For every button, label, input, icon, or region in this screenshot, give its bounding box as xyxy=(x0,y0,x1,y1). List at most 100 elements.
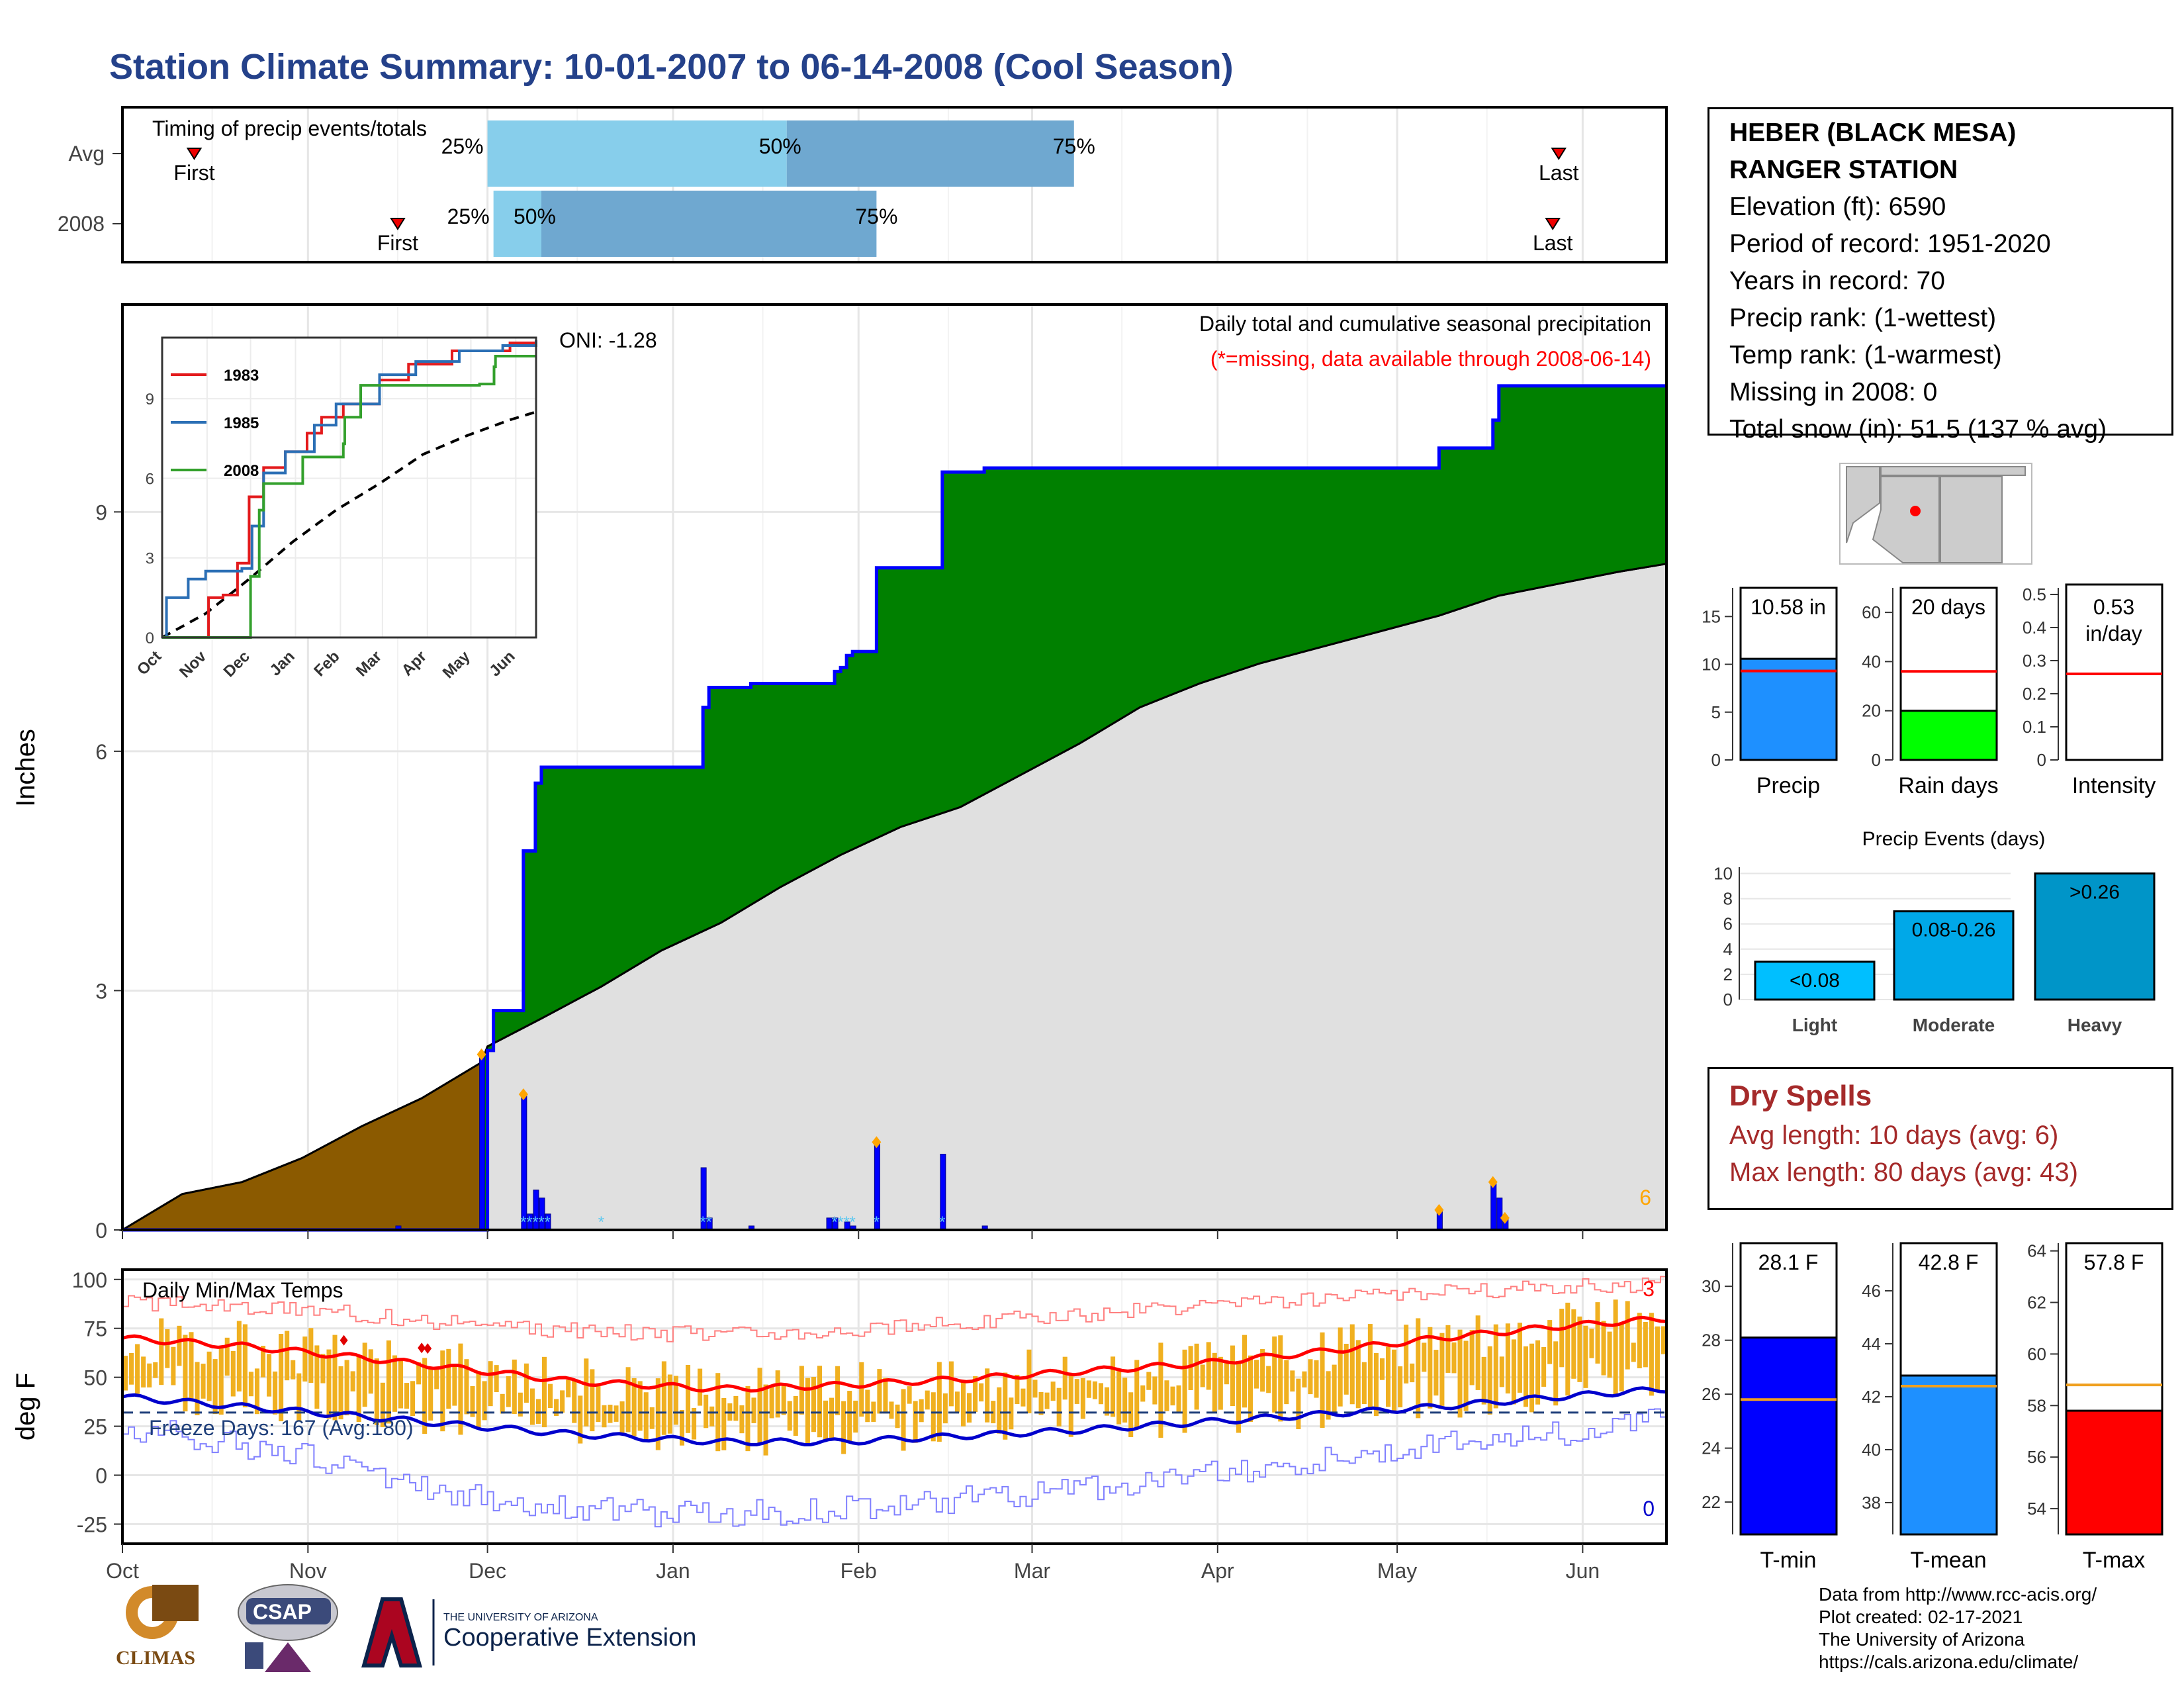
temp-y-tick-label: 75 xyxy=(83,1317,107,1341)
footer-line-university: The University of Arizona xyxy=(1819,1629,2025,1650)
precip-y-axis-label: Inches xyxy=(11,729,40,807)
temp-daily-bar xyxy=(1290,1370,1295,1392)
summary-value-label: 0.53 xyxy=(2093,595,2134,619)
temp-daily-bar xyxy=(1062,1356,1068,1400)
temp-y-tick-label: 0 xyxy=(95,1464,107,1488)
temp-daily-bar xyxy=(434,1370,439,1389)
temp-daily-bar xyxy=(1637,1313,1642,1369)
temp-daily-bar xyxy=(733,1395,739,1421)
temp-daily-bar xyxy=(847,1391,852,1442)
events-x-label: Light xyxy=(1792,1015,1837,1035)
precip-snow-diamond xyxy=(872,1136,882,1149)
temp-daily-bar xyxy=(374,1358,379,1425)
temp-daily-bar xyxy=(1248,1355,1253,1422)
temp-daily-bar xyxy=(326,1349,332,1419)
temp-daily-bar xyxy=(308,1328,314,1383)
temp-avg-max-line xyxy=(122,1315,1667,1393)
temp-daily-bar xyxy=(380,1382,385,1427)
temp-daily-bar xyxy=(936,1362,942,1442)
temp-daily-bar xyxy=(1338,1327,1343,1407)
temp-daily-bar xyxy=(1487,1346,1492,1415)
map-region-arizona xyxy=(1872,476,1940,563)
station-name-line1: HEBER (BLACK MESA) xyxy=(1729,118,2017,147)
temp-daily-bar xyxy=(1517,1323,1522,1393)
temp-daily-bar xyxy=(1493,1324,1498,1409)
temp-daily-bar xyxy=(649,1407,655,1429)
temp-daily-bar xyxy=(661,1361,666,1435)
summary-y-tick-label: 60 xyxy=(1862,602,1881,622)
summary-y-tick-label: 40 xyxy=(1862,651,1881,671)
timing-bar-50-75 xyxy=(786,120,1074,187)
temp-daily-bar xyxy=(1463,1340,1469,1411)
summary-y-tick-label: 42 xyxy=(1862,1387,1881,1407)
temp-daily-bar xyxy=(931,1392,936,1442)
temp-daily-bar xyxy=(883,1378,888,1414)
temp-daily-bar xyxy=(631,1378,637,1436)
precip-snow-marker: * xyxy=(544,1213,550,1231)
temp-daily-bar xyxy=(1284,1360,1289,1405)
temp-daily-bar xyxy=(183,1335,188,1412)
precip-snow-marker: * xyxy=(532,1213,538,1231)
temp-daily-bar xyxy=(470,1385,475,1417)
precip-snow-marker: * xyxy=(831,1213,837,1231)
summary-y-tick-label: 15 xyxy=(1702,606,1721,626)
temp-daily-bar xyxy=(1583,1325,1588,1388)
timing-bar-25-50 xyxy=(487,120,787,187)
inset-y-tick-label: 9 xyxy=(146,391,154,408)
temp-daily-bar xyxy=(619,1401,625,1435)
events-y-tick-label: 6 xyxy=(1723,914,1733,934)
arizona-location-map xyxy=(1839,463,2032,565)
temp-daily-bar xyxy=(195,1362,200,1415)
temp-daily-bar xyxy=(1038,1391,1044,1415)
temp-daily-bar xyxy=(1361,1362,1367,1405)
timing-frame xyxy=(121,106,1668,263)
temp-daily-bar xyxy=(1649,1313,1654,1396)
temp-daily-bar xyxy=(913,1401,918,1443)
summary-value-label: 57.8 F xyxy=(2084,1250,2144,1274)
temp-daily-bar xyxy=(518,1392,523,1417)
inset-climatology-line xyxy=(161,410,537,639)
summary-y-tick-label: 22 xyxy=(1702,1492,1721,1512)
temp-daily-bar xyxy=(1200,1364,1205,1387)
temp-daily-bar xyxy=(1068,1374,1073,1437)
temp-record-low-line xyxy=(122,1408,1667,1528)
summary-bar-label: Precip xyxy=(1756,773,1820,798)
temp-daily-bar xyxy=(1009,1397,1014,1430)
temp-y-tick-label: 100 xyxy=(72,1268,107,1292)
summary-y-tick-label: 0.3 xyxy=(2023,651,2046,671)
oni-label: ONI: -1.28 xyxy=(559,328,657,352)
inset-series-line xyxy=(162,355,536,639)
temp-daily-bar xyxy=(1349,1324,1355,1405)
temp-daily-bar xyxy=(865,1389,870,1423)
temp-daily-bar xyxy=(482,1381,487,1421)
temp-daily-bar xyxy=(1379,1358,1385,1380)
temp-daily-bar xyxy=(901,1389,906,1451)
temp-daily-bar xyxy=(745,1385,751,1452)
temp-daily-bar xyxy=(608,1405,613,1423)
temp-daily-bar xyxy=(709,1406,715,1427)
precip-snow-marker: * xyxy=(598,1213,604,1231)
summary-bar-rain-days: 0 20 40 60 20 days Rain days xyxy=(1862,586,1999,798)
temp-daily-bar xyxy=(1643,1321,1648,1368)
station-precip-rank: Precip rank: (1-wettest) xyxy=(1729,304,1997,332)
temp-daily-bar xyxy=(177,1325,182,1366)
inset-x-tick-label: Oct xyxy=(134,647,165,679)
precip-y-tick-label: 9 xyxy=(95,500,107,524)
temp-avg-min-line xyxy=(122,1386,1667,1446)
temp-daily-bar xyxy=(1410,1363,1415,1383)
temp-daily-bar xyxy=(1146,1372,1152,1390)
climas-logo: CLIMAS xyxy=(116,1585,199,1669)
dry-spells-max: Max length: 80 days (avg: 43) xyxy=(1729,1158,2078,1187)
temp-daily-bar xyxy=(1266,1366,1271,1393)
summary-y-tick-label: 44 xyxy=(1862,1334,1881,1354)
precip-snow-marker: * xyxy=(850,1213,856,1231)
temp-daily-bar xyxy=(554,1399,559,1417)
temp-daily-bar xyxy=(1547,1320,1553,1364)
inset-y-tick-label: 6 xyxy=(146,470,154,488)
temp-daily-bar xyxy=(254,1368,259,1415)
temp-daily-bar xyxy=(1272,1336,1277,1413)
inset-x-tick-label: Jun xyxy=(486,647,518,680)
precip-snow-marker: * xyxy=(706,1213,712,1231)
timing-title: Timing of precip events/totals xyxy=(152,117,427,140)
events-x-label: Moderate xyxy=(1913,1015,1995,1035)
